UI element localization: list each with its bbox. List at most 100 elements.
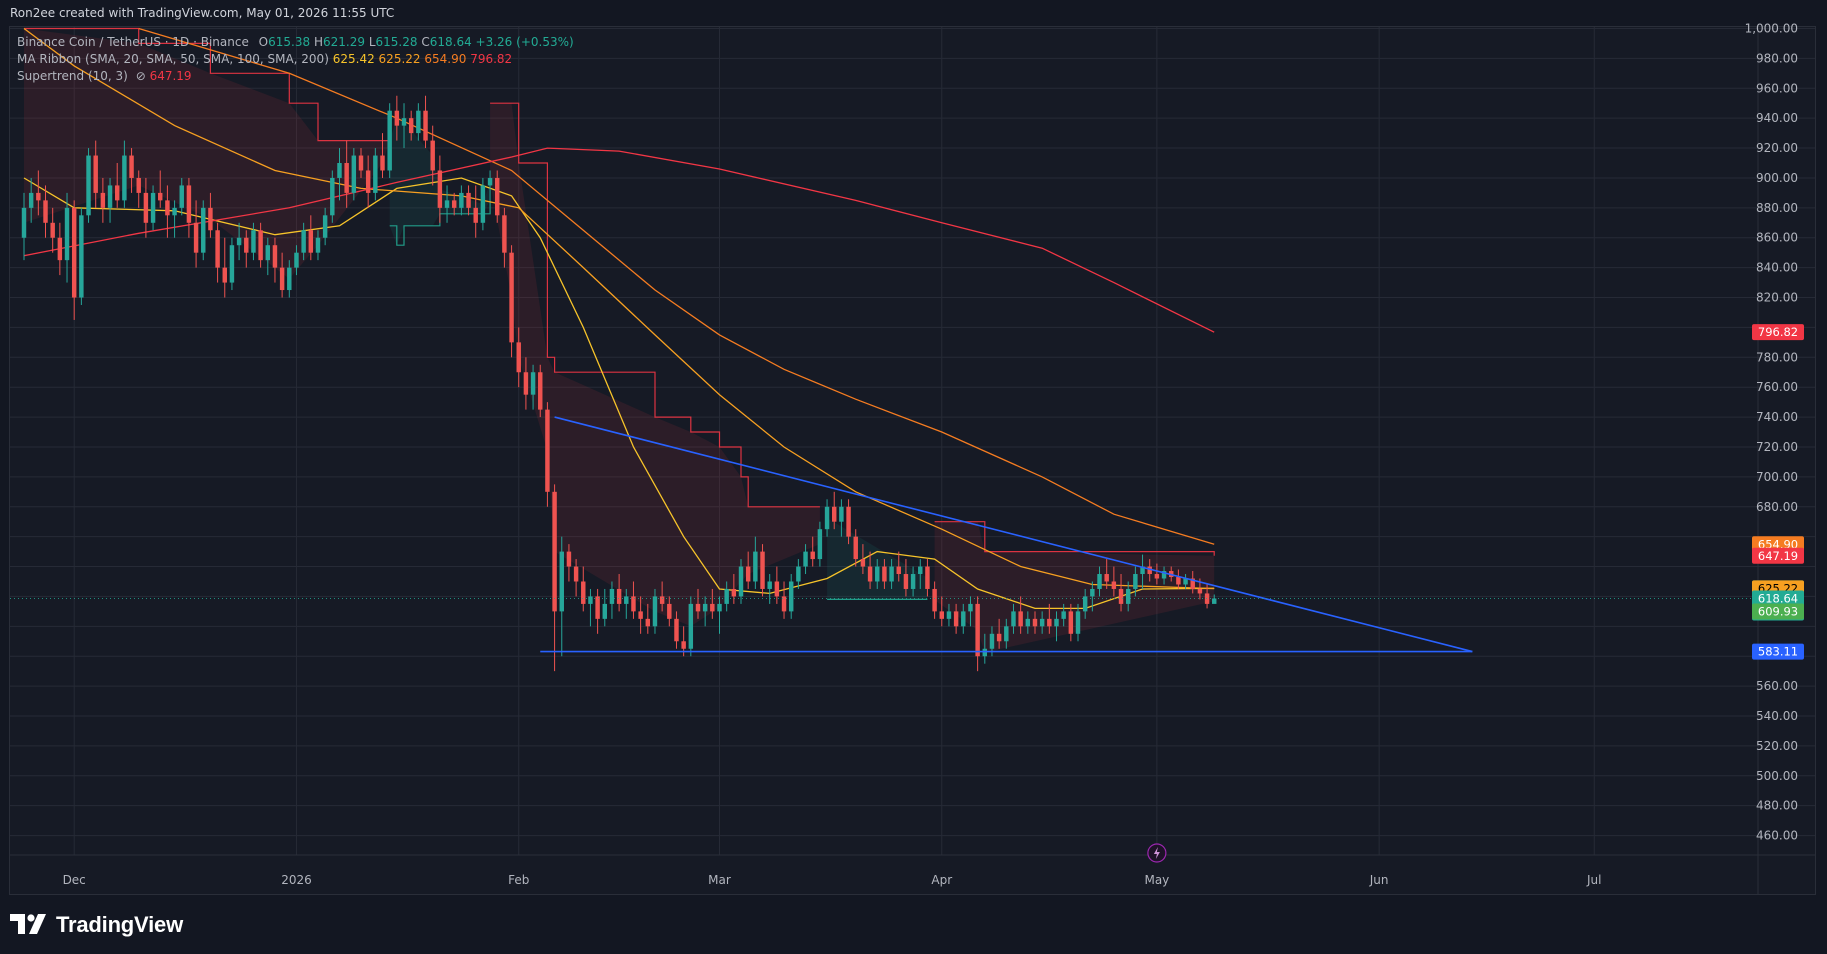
candle-body: [79, 215, 84, 298]
ohlc-low-value: 615.28: [375, 35, 418, 49]
candle-body: [1197, 588, 1203, 594]
candle-body: [1082, 596, 1088, 612]
candle-body: [860, 559, 866, 567]
price-tag-label: 609.93: [1758, 604, 1798, 618]
visibility-icon[interactable]: ⊘: [135, 69, 146, 83]
ma-line-sma-200: [23, 147, 1215, 333]
candle-body: [1075, 611, 1081, 634]
candle-body: [502, 215, 507, 253]
ohlc-change-value: +3.26 (+0.53%): [475, 35, 574, 49]
candle-body: [64, 207, 70, 261]
candle-body: [1154, 574, 1160, 579]
price-tick-label: 920.00: [1756, 141, 1798, 155]
time-tick-label: Feb: [508, 873, 529, 887]
tradingview-brand: TradingView: [56, 912, 183, 937]
candle-body: [882, 566, 887, 582]
candle-body: [158, 192, 163, 201]
candle-body: [695, 603, 701, 612]
candle-body: [272, 245, 278, 268]
price-tick-label: 880.00: [1756, 201, 1798, 215]
candle-body: [186, 185, 192, 223]
candle-body: [114, 185, 120, 201]
candle-body: [1161, 571, 1167, 579]
time-tick-label: Jul: [1586, 873, 1601, 887]
candle-body: [365, 170, 371, 193]
candle-body: [968, 603, 973, 612]
ma-ribbon-title: MA Ribbon (SMA, 20, SMA, 50, SMA, 100, S…: [17, 52, 329, 66]
candle-body: [380, 155, 385, 171]
candle-body: [430, 140, 435, 171]
ohlc-close-label: C: [421, 35, 430, 49]
chart-pane[interactable]: [9, 26, 1816, 895]
candle-body: [1011, 611, 1016, 627]
candle-body: [1090, 588, 1095, 597]
candle-body: [910, 574, 916, 589]
candle-body: [989, 633, 995, 649]
price-tick-label: 500.00: [1756, 769, 1798, 783]
candle-body: [1025, 618, 1031, 627]
candle-body: [150, 192, 156, 223]
candle-body: [394, 110, 400, 126]
candle-body: [667, 603, 672, 619]
price-tick-label: 820.00: [1756, 291, 1798, 305]
candle-body: [781, 596, 787, 612]
ohlc-high-label: H: [313, 35, 323, 49]
candle-body: [1097, 574, 1102, 589]
candle-body: [817, 529, 823, 560]
candle-body: [287, 267, 292, 291]
candle-body: [717, 603, 722, 612]
sma100-value: 654.90: [424, 52, 467, 66]
candle-body: [258, 230, 263, 261]
candle-body: [459, 192, 464, 208]
candle-body: [208, 207, 213, 231]
price-tick-label: 680.00: [1756, 500, 1798, 514]
candle-body: [265, 245, 271, 261]
candle-body: [774, 581, 780, 597]
tradingview-footer[interactable]: TradingView: [10, 910, 183, 940]
candle-body: [1204, 593, 1210, 604]
candle-body: [244, 237, 249, 253]
candle-body: [760, 551, 765, 589]
candle-body: [86, 155, 91, 216]
candle-body: [279, 267, 285, 291]
candle-body: [143, 192, 149, 223]
price-tag-bg: [1752, 603, 1804, 620]
candle-body: [702, 603, 708, 612]
candle-body: [373, 155, 378, 193]
candle-body: [107, 185, 113, 208]
candle-body: [215, 230, 220, 268]
candle-body: [172, 207, 177, 216]
candle-body: [710, 603, 715, 612]
candle-body: [846, 506, 851, 537]
candle-body: [738, 566, 744, 597]
candle-body: [337, 163, 342, 178]
candle-body: [222, 267, 227, 283]
price-tick-label: 740.00: [1756, 410, 1798, 424]
candle-body: [1061, 611, 1066, 619]
price-tag-bg: [1752, 643, 1804, 660]
price-tick-label: 760.00: [1756, 380, 1798, 394]
candle-body: [523, 372, 529, 395]
price-tick-label: 700.00: [1756, 470, 1798, 484]
candle-body: [538, 372, 543, 410]
candle-body: [1047, 618, 1052, 627]
legend-supertrend-row[interactable]: Supertrend (10, 3) ⊘ 647.19: [17, 68, 574, 85]
supertrend-value: 647.19: [149, 69, 192, 83]
candle-body: [1104, 574, 1109, 582]
lightning-glyph-icon: [1153, 847, 1160, 859]
candle-body: [301, 230, 306, 253]
candle-body: [1147, 566, 1152, 575]
candle-body: [745, 566, 751, 582]
legend-symbol-row[interactable]: Binance Coin / TetherUS · 1D · Binance O…: [17, 34, 574, 51]
candle-body: [731, 588, 737, 597]
legend-ma-ribbon-row[interactable]: MA Ribbon (SMA, 20, SMA, 50, SMA, 100, S…: [17, 51, 574, 68]
candle-body: [444, 200, 450, 208]
supertrend-line-up: [389, 200, 491, 246]
supertrend-title: Supertrend (10, 3): [17, 69, 128, 83]
candle-body: [36, 192, 41, 201]
candle-body: [602, 603, 608, 619]
ma-line-sma-50: [23, 27, 1215, 590]
candle-body: [581, 581, 586, 604]
candle-body: [1176, 577, 1181, 585]
